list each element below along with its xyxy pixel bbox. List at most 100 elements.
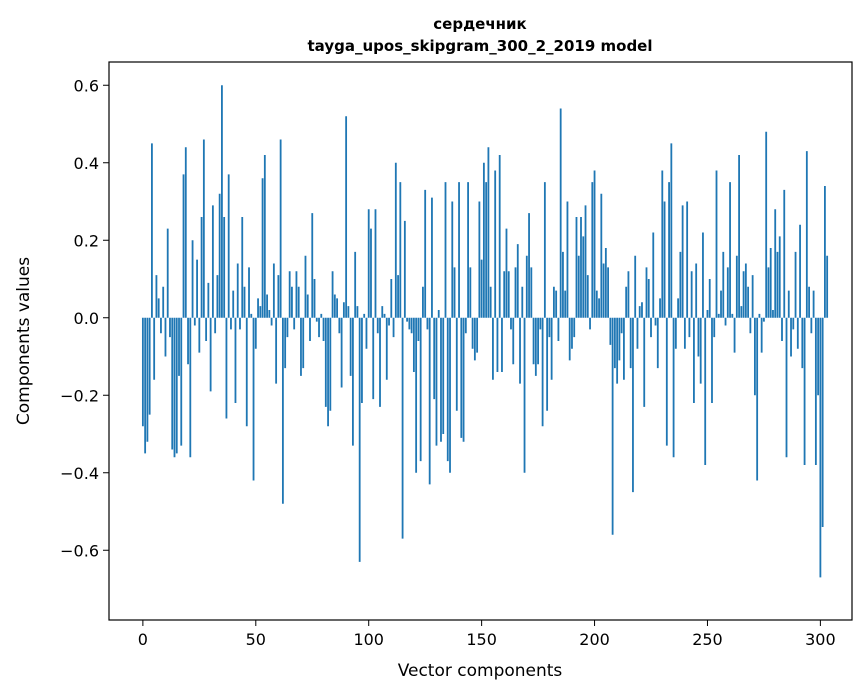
bar-296 [810,317,813,334]
bar-59 [275,317,278,384]
bar-1 [144,317,147,454]
bar-12 [169,317,171,338]
bar-24 [196,259,198,318]
bar-177 [541,317,544,427]
bar-256 [720,290,722,318]
bar-297 [812,290,815,318]
bar-46 [245,317,248,427]
bar-281 [776,251,779,318]
bar-51 [257,298,259,318]
bar-160 [503,271,506,318]
bar-52 [259,306,262,318]
x-tick-label: 250 [692,630,723,649]
bar-37 [225,317,228,419]
bar-248 [702,232,704,318]
bar-179 [546,317,549,411]
bar-81 [324,317,327,407]
bar-234 [670,143,673,318]
bar-289 [794,251,797,318]
bar-284 [783,189,786,318]
chart-title-line2: tayga_upos_skipgram_300_2_2019 model [308,37,653,55]
bar-295 [808,286,810,318]
bar-142 [462,317,465,442]
bar-246 [697,317,700,357]
bar-197 [586,275,589,318]
bar-35 [221,85,223,318]
bar-20 [187,317,189,365]
bar-253 [713,317,716,338]
bar-214 [625,286,628,318]
bar-41 [234,317,237,403]
bar-15 [175,317,178,454]
bar-71 [302,317,305,369]
bar-221 [641,302,643,318]
bar-2 [146,317,149,442]
bar-61 [279,139,282,318]
bar-262 [733,317,736,353]
bar-155 [492,317,494,380]
chart-title-line1: сердечник [433,15,526,33]
bar-31 [211,205,214,318]
bar-193 [577,255,580,318]
y-tick-label: 0.0 [74,309,99,328]
bar-187 [564,290,567,318]
bar-255 [717,313,720,318]
bar-185 [559,108,562,318]
bar-100 [367,209,370,318]
bar-86 [336,298,338,318]
bar-274 [760,317,763,353]
y-tick-label: 0.4 [74,154,99,173]
bar-94 [354,251,357,318]
bar-235 [672,317,675,458]
bar-217 [632,317,634,493]
bar-266 [742,271,745,318]
bar-252 [711,317,713,403]
y-tick-label: 0.6 [74,76,99,95]
bar-19 [184,147,187,318]
bar-188 [566,201,569,318]
bar-228 [656,317,659,369]
bar-124 [422,286,424,318]
bar-69 [297,286,300,318]
bar-258 [724,317,727,326]
bar-291 [799,224,801,318]
bar-113 [397,275,399,318]
bar-196 [584,205,587,318]
bar-133 [442,317,445,434]
bar-28 [205,317,208,341]
bar-302 [824,186,826,318]
bar-58 [272,263,275,318]
bar-166 [516,244,519,318]
bar-117 [406,317,409,322]
bar-152 [485,182,488,318]
bar-158 [498,155,501,318]
bar-293 [803,317,806,465]
bar-143 [464,317,467,334]
bar-53 [261,178,264,318]
bar-244 [693,317,695,403]
bar-303 [826,255,829,318]
bar-169 [523,317,526,473]
bar-263 [735,255,738,318]
bar-159 [501,317,503,372]
bar-209 [613,317,616,369]
y-tick-label: −0.6 [60,541,99,560]
bar-167 [519,317,521,384]
bar-211 [618,317,621,361]
bar-282 [778,236,781,318]
bar-251 [708,279,711,318]
bar-174 [534,317,537,376]
bar-264 [738,155,740,318]
bar-55 [266,294,268,318]
bar-226 [652,232,655,318]
bar-223 [645,267,648,318]
bar-9 [162,286,165,318]
bar-72 [304,255,307,318]
bar-80 [322,317,325,341]
bar-128 [431,197,433,318]
bar-79 [320,313,323,318]
bar-208 [611,317,614,535]
bar-101 [370,228,372,318]
bar-151 [482,162,485,318]
